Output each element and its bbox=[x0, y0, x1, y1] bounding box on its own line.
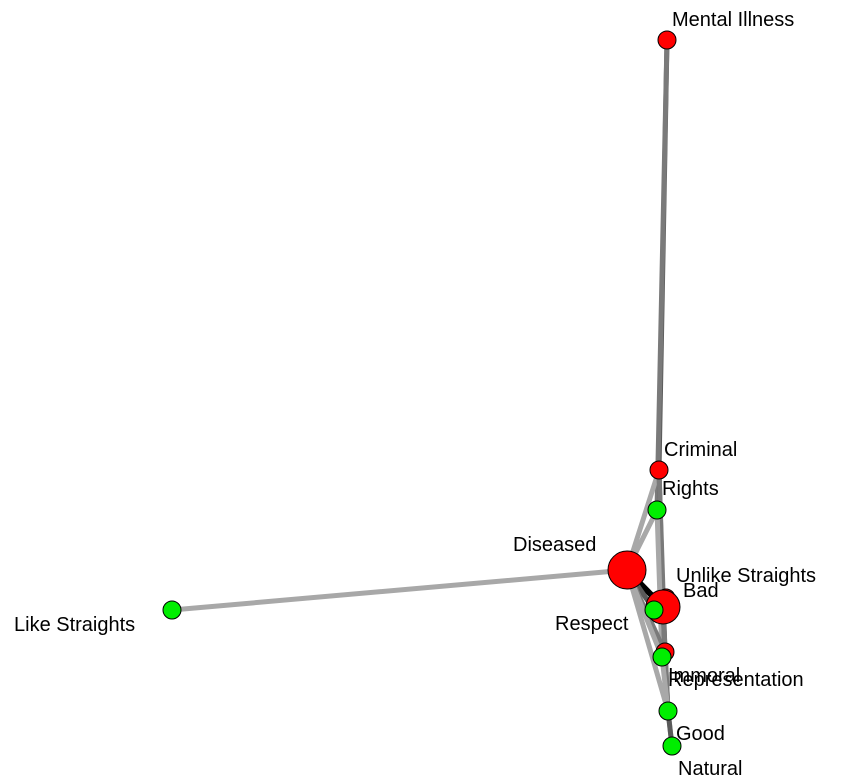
label-mental-illness: Mental Illness bbox=[672, 9, 794, 31]
edge-like-straights-diseased bbox=[169, 567, 630, 613]
node-like-straights[interactable] bbox=[162, 600, 182, 620]
edge-rights-representation bbox=[654, 507, 665, 660]
label-diseased: Diseased bbox=[513, 534, 596, 556]
label-like-straights: Like Straights bbox=[14, 614, 135, 636]
label-bad: Bad bbox=[683, 580, 719, 602]
label-respect: Respect bbox=[555, 613, 629, 635]
nodes-layer bbox=[162, 30, 682, 756]
node-criminal[interactable] bbox=[649, 460, 669, 480]
node-rights[interactable] bbox=[647, 500, 667, 520]
node-respect[interactable] bbox=[644, 600, 664, 620]
edges-layer bbox=[169, 37, 675, 749]
label-good: Good bbox=[676, 723, 725, 745]
label-immoral: Immoral bbox=[668, 665, 740, 687]
label-criminal: Criminal bbox=[664, 439, 737, 461]
node-natural[interactable] bbox=[662, 736, 682, 756]
edge-mental-illness-rights bbox=[654, 37, 670, 513]
labels-layer: Mental Illness Criminal Rights Diseased … bbox=[14, 9, 816, 780]
label-rights: Rights bbox=[662, 478, 719, 500]
node-mental-illness[interactable] bbox=[657, 30, 677, 50]
node-representation[interactable] bbox=[652, 647, 672, 667]
node-diseased[interactable] bbox=[607, 550, 647, 590]
label-representation: Representation bbox=[668, 669, 804, 691]
label-unlike-straights: Unlike Straights bbox=[676, 565, 816, 587]
node-good[interactable] bbox=[658, 701, 678, 721]
label-natural: Natural bbox=[678, 758, 742, 780]
edge-diseased-good bbox=[624, 567, 671, 714]
